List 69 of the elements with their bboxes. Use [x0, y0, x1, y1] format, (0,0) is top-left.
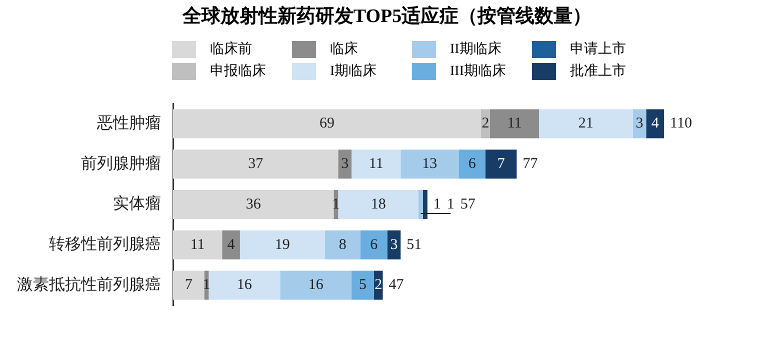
data-label: 16	[308, 277, 324, 294]
y-tick-label: 激素抵抗性前列腺癌	[17, 275, 161, 294]
total-label: 51	[406, 236, 422, 253]
bar	[490, 109, 540, 138]
data-label: 18	[370, 196, 386, 212]
bar	[173, 270, 204, 300]
bar	[173, 109, 481, 138]
data-label: 2	[482, 116, 490, 132]
legend-label: II期临床	[450, 40, 502, 58]
bar	[338, 190, 418, 220]
data-label: 4	[227, 236, 236, 253]
legend-label: 申报临床	[210, 62, 266, 80]
bar	[240, 230, 325, 260]
bar	[422, 190, 428, 220]
total-label: 47	[388, 277, 404, 294]
y-tick-label: 转移性前列腺癌	[49, 235, 161, 254]
legend-label: I期临床	[330, 62, 377, 80]
bar	[360, 230, 388, 260]
bar	[222, 230, 240, 260]
data-label: 3	[636, 116, 644, 132]
data-label: 69	[319, 116, 334, 132]
data-label: 2	[374, 277, 382, 294]
data-label: 1	[433, 196, 441, 212]
data-label: 1	[446, 196, 454, 212]
data-label: 13	[422, 156, 438, 172]
legend-label: 临床前	[210, 40, 252, 58]
data-label: 16	[236, 277, 252, 294]
y-tick-label: 实体瘤	[113, 194, 161, 213]
legend-label: 批准上市	[570, 62, 626, 80]
bar	[400, 150, 459, 179]
bar	[324, 230, 360, 260]
data-label: 4	[651, 116, 660, 132]
y-tick-label: 恶性肿瘤	[96, 114, 161, 132]
legend-label: 临床	[330, 40, 358, 58]
data-label: 21	[578, 116, 594, 132]
legend-label: III期临床	[450, 62, 506, 80]
chart-title: 全球放射性新药研发TOP5适应症（按管线数量）	[181, 4, 593, 29]
bar	[352, 270, 374, 300]
bar	[418, 190, 423, 220]
data-label: 6	[370, 236, 378, 253]
data-label: 11	[368, 156, 384, 172]
bar	[173, 150, 338, 179]
bar	[338, 150, 352, 179]
total-label: 110	[670, 116, 692, 132]
bar	[173, 190, 334, 220]
data-label: 3	[390, 236, 398, 253]
total-label: 77	[522, 156, 538, 172]
data-label: 3	[341, 156, 349, 172]
data-label: 11	[190, 236, 205, 253]
bar	[646, 109, 664, 138]
bar	[208, 270, 280, 300]
bar	[280, 270, 352, 300]
data-label: 19	[274, 236, 290, 253]
data-label: 37	[248, 156, 264, 172]
data-label: 7	[497, 156, 506, 172]
total-label: 57	[460, 196, 476, 212]
data-label: 7	[184, 277, 193, 294]
data-label: 8	[338, 236, 346, 253]
bar	[352, 150, 401, 179]
legend-label: 申请上市	[570, 40, 626, 58]
data-label: 6	[468, 156, 476, 172]
data-label: 11	[507, 116, 522, 132]
bar	[485, 150, 517, 179]
data-label: 5	[358, 277, 366, 294]
data-label: 36	[246, 196, 262, 212]
y-tick-label: 前列腺肿瘤	[81, 154, 161, 172]
bar	[173, 230, 222, 260]
bar	[458, 150, 486, 179]
bar	[539, 109, 633, 138]
